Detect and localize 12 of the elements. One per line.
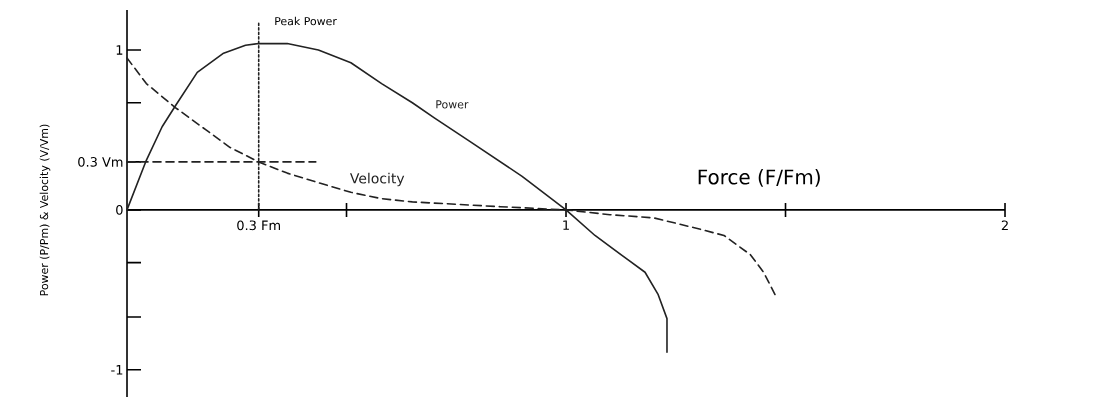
x-tick-label: 2 xyxy=(1001,220,1008,231)
x-tick-label: 0.3 Fm xyxy=(237,220,280,231)
annotation: Peak Power xyxy=(275,16,337,26)
series-label: Velocity xyxy=(349,172,405,187)
x-axis-title: Force (F/Fm) xyxy=(698,169,820,187)
y-tick-label: 1 xyxy=(116,45,123,55)
y-axis-title: Power (P/Pm) & Velocity (V/Vm) xyxy=(39,124,51,296)
x-tick-label: 1 xyxy=(563,220,569,230)
y-tick-label: -1 xyxy=(111,365,123,375)
y-tick-label: 0.3 Vm xyxy=(78,157,123,167)
series-label: Power xyxy=(436,100,469,109)
y-tick-label: 0 xyxy=(116,205,123,215)
